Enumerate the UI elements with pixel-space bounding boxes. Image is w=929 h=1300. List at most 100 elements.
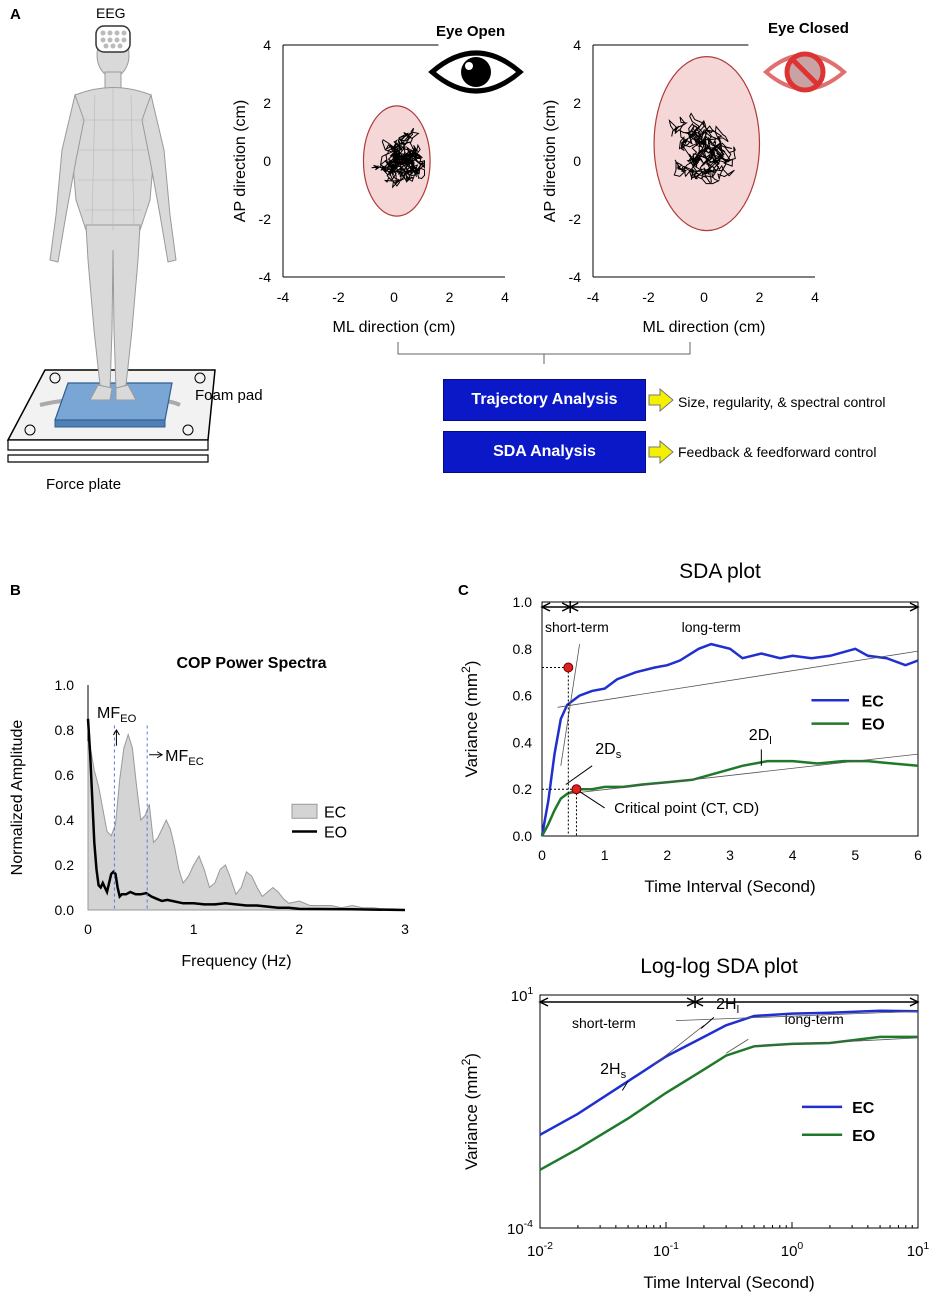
y-tick-label: 0.2 xyxy=(55,857,75,873)
y-tick-label: 0 xyxy=(573,153,581,169)
x-tick-label: 0 xyxy=(538,847,546,863)
y-tick-label-exp: -4 xyxy=(524,1218,533,1230)
y-axis-label-sup: 2 xyxy=(459,666,473,673)
y-tick-label: 0.0 xyxy=(513,828,533,844)
panel-label-a: A xyxy=(10,6,21,23)
region-arrowhead xyxy=(909,602,920,612)
legend-ec-swatch xyxy=(291,803,318,819)
x-tick-label: 2 xyxy=(446,289,454,305)
x-tick-label: 4 xyxy=(501,289,509,305)
cop-trajectory xyxy=(668,112,736,185)
trajectory-analysis-box: Trajectory Analysis xyxy=(443,379,646,421)
critical-point-label: Critical point (CT, CD) xyxy=(614,800,759,817)
arrow-icon xyxy=(648,388,674,412)
annotation-2hs-exp: s xyxy=(621,1069,627,1081)
annotation-2hs: 2Hs xyxy=(600,1061,626,1081)
ec-long-fit xyxy=(557,650,919,708)
force-plate-label: Force plate xyxy=(46,476,122,493)
annotation-2hl-base: 2H xyxy=(716,996,736,1013)
eo-long-fit xyxy=(567,753,919,795)
long-term-label: long-term xyxy=(682,619,741,635)
y-tick-label: 10-4 xyxy=(507,1218,533,1238)
x-tick-label: 1 xyxy=(601,847,609,863)
sda-plot-chart: SDA plot 0.0 0.2 0.4 0.6 0.8 1.0 0 1 2 3 4 5 6 Time In… xyxy=(459,560,922,896)
annotation-2hs-base: 2H xyxy=(600,1061,620,1078)
y-tick-label-exp: 1 xyxy=(527,985,533,997)
x-tick-label: 10-1 xyxy=(653,1240,679,1260)
foam-pad xyxy=(54,382,173,421)
x-tick-label-exp: -1 xyxy=(670,1240,679,1252)
x-tick-label: -4 xyxy=(277,289,290,305)
y-tick-label: -2 xyxy=(259,211,272,227)
y-axis-label-main: Variance (mm xyxy=(462,673,481,778)
x-tick-label-exp: -2 xyxy=(544,1240,553,1252)
x-axis-label: Time Interval (Second) xyxy=(643,1273,814,1292)
legend-eo-label: EO xyxy=(324,825,347,842)
x-tick-label: 4 xyxy=(789,847,797,863)
y-tick-label: 4 xyxy=(263,37,271,53)
panel-label-c: C xyxy=(458,582,469,599)
y-tick-label: 2 xyxy=(573,95,581,111)
y-tick-label: 0.0 xyxy=(55,902,75,918)
y-axis-label: AP direction (cm) xyxy=(542,100,559,222)
x-tick-label: 101 xyxy=(907,1240,929,1260)
y-axis-label: Variance (mm2) xyxy=(459,661,481,778)
annotation-2dl-exp: l xyxy=(769,735,772,747)
y-tick-label: 0.8 xyxy=(513,641,533,657)
eye-closed-sway-plot: 4 2 0 -2 -4 -4 -2 0 2 4 ML direction (cm) AP direct… xyxy=(542,37,819,336)
sda-analysis-result: Feedback & feedforward control xyxy=(678,444,877,460)
x-axis-label: ML direction (cm) xyxy=(333,319,456,336)
ec-short-fit xyxy=(560,644,580,766)
y-tick-label: 0 xyxy=(263,153,271,169)
region-arrowhead xyxy=(540,602,551,612)
x-tick-label-exp: 0 xyxy=(797,1240,803,1252)
x-tick-label: 100 xyxy=(781,1240,804,1260)
annotation-2ds-exp: s xyxy=(616,749,622,761)
short-term-label: short-term xyxy=(545,619,609,635)
x-tick-label-base: 10 xyxy=(907,1243,924,1260)
analysis-bracket xyxy=(397,342,691,364)
y-axis-label: Variance (mm2) xyxy=(459,1053,481,1170)
mf-ec-label-base: MF xyxy=(165,748,188,765)
legend-ec-label: EC xyxy=(324,804,346,821)
x-tick-label: 5 xyxy=(851,847,859,863)
region-arrowhead xyxy=(568,602,579,612)
x-axis-label: Frequency (Hz) xyxy=(181,953,291,970)
x-tick-label: 0 xyxy=(84,921,92,937)
x-tick-label-base: 10 xyxy=(527,1243,544,1260)
ec-short-fit xyxy=(653,1024,705,1066)
eye-closed-icon xyxy=(762,51,848,93)
eye-open-title: Eye Open xyxy=(436,23,506,40)
x-tick-label-base: 10 xyxy=(653,1243,670,1260)
plot-frame xyxy=(539,994,919,1229)
mf-ec-label-exp: EC xyxy=(188,756,204,768)
short-term-label: short-term xyxy=(572,1015,636,1031)
ec-critical-point xyxy=(563,662,574,673)
eye-open-sway-plot: 4 2 0 -2 -4 -4 -2 0 2 4 ML direction (cm) AP direct… xyxy=(232,37,509,336)
arrow-icon xyxy=(648,440,674,464)
y-tick-label: 0.8 xyxy=(55,722,75,738)
ec-area xyxy=(87,732,406,911)
x-tick-label-base: 10 xyxy=(781,1243,798,1260)
ds-arrow xyxy=(565,765,593,785)
x-axis-label: ML direction (cm) xyxy=(643,319,766,336)
annotation-2ds: 2Ds xyxy=(595,741,621,761)
eo-line xyxy=(86,718,406,912)
y-tick-label: 0.6 xyxy=(513,688,533,704)
y-tick-label: 2 xyxy=(263,95,271,111)
confidence-ellipse xyxy=(653,56,761,232)
legend-eo-label: EO xyxy=(852,1128,875,1145)
mf-eo-label-base: MF xyxy=(97,705,120,722)
sda-analysis-box: SDA Analysis xyxy=(443,431,646,473)
cop-trajectory xyxy=(371,127,426,189)
x-tick-label: 2 xyxy=(756,289,764,305)
eo-line xyxy=(540,759,919,837)
y-tick-label: -4 xyxy=(569,269,582,285)
x-axis-label: Time Interval (Second) xyxy=(644,877,815,896)
mf-eo-label-exp: EO xyxy=(120,713,136,725)
eo-critical-point xyxy=(571,784,582,795)
eo-short-fit xyxy=(725,1038,749,1054)
chart-title: COP Power Spectra xyxy=(177,655,327,672)
x-tick-label: 0 xyxy=(390,289,398,305)
y-tick-label: 4 xyxy=(573,37,581,53)
